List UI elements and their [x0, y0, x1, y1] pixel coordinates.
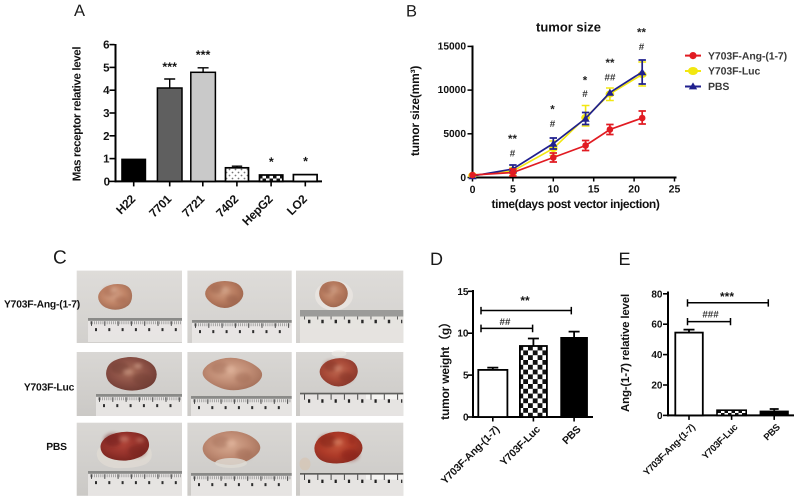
- svg-text:B: B: [406, 3, 417, 21]
- svg-text:**: **: [520, 294, 530, 308]
- svg-text:15: 15: [588, 184, 600, 196]
- svg-text:60: 60: [651, 320, 663, 331]
- svg-text:10000: 10000: [438, 85, 467, 96]
- svg-text:Y703F-Ang-(1-7): Y703F-Ang-(1-7): [708, 50, 787, 62]
- svg-text:10: 10: [547, 184, 559, 196]
- svg-text:PBS: PBS: [708, 81, 729, 93]
- svg-text:#: #: [550, 119, 556, 130]
- svg-text:20: 20: [651, 381, 663, 392]
- svg-text:*: *: [303, 155, 308, 169]
- svg-text:25: 25: [669, 184, 681, 196]
- svg-text:Ang-(1-7) relative level: Ang-(1-7) relative level: [620, 294, 632, 412]
- svg-text:Y703F-Luc: Y703F-Luc: [708, 66, 760, 78]
- svg-text:tumor weight（g）: tumor weight（g）: [438, 316, 452, 420]
- svg-text:Y703F-Ang-(1-7): Y703F-Ang-(1-7): [4, 300, 80, 311]
- svg-text:##: ##: [605, 73, 616, 84]
- svg-text:**: **: [637, 27, 646, 39]
- svg-text:*: *: [269, 155, 274, 169]
- svg-text:15: 15: [457, 287, 469, 298]
- svg-text:PBS: PBS: [46, 442, 67, 453]
- svg-text:15000: 15000: [438, 41, 467, 52]
- svg-text:**: **: [508, 134, 517, 146]
- svg-text:###: ###: [702, 310, 719, 321]
- svg-text:#: #: [639, 42, 645, 53]
- svg-text:#: #: [510, 149, 516, 160]
- svg-text:**: **: [606, 58, 615, 70]
- svg-text:Mas receptor relative level: Mas receptor relative level: [72, 47, 84, 182]
- svg-text:6: 6: [103, 40, 109, 52]
- svg-text:#: #: [582, 89, 588, 100]
- svg-text:*: *: [550, 104, 555, 116]
- svg-text:D: D: [430, 249, 443, 269]
- svg-text:Y703F-Luc: Y703F-Luc: [24, 383, 75, 394]
- svg-text:0: 0: [460, 173, 466, 184]
- svg-text:***: ***: [162, 60, 177, 74]
- svg-text:tumor size(mm³): tumor size(mm³): [408, 66, 422, 157]
- svg-text:0: 0: [657, 411, 663, 422]
- svg-text:10: 10: [457, 329, 469, 340]
- svg-text:4: 4: [103, 85, 110, 97]
- svg-text:20: 20: [628, 184, 640, 196]
- svg-text:5: 5: [463, 371, 469, 382]
- svg-text:0: 0: [470, 184, 476, 196]
- svg-text:0: 0: [104, 176, 110, 188]
- svg-text:A: A: [74, 2, 85, 20]
- svg-text:C: C: [53, 248, 67, 269]
- svg-text:3: 3: [103, 108, 109, 120]
- svg-text:40: 40: [651, 350, 663, 361]
- svg-text:##: ##: [500, 317, 511, 328]
- svg-text:5: 5: [103, 62, 110, 74]
- svg-text:*: *: [583, 75, 588, 87]
- svg-text:E: E: [619, 249, 631, 269]
- svg-text:80: 80: [651, 289, 663, 300]
- svg-text:0: 0: [463, 413, 469, 424]
- svg-text:time(days post vector injectio: time(days post vector injection): [492, 197, 660, 211]
- svg-text:1: 1: [103, 154, 110, 166]
- svg-text:***: ***: [720, 290, 734, 304]
- svg-text:5: 5: [510, 184, 516, 196]
- svg-text:2: 2: [103, 131, 109, 143]
- svg-text:***: ***: [196, 48, 211, 62]
- svg-text:tumor size: tumor size: [536, 20, 601, 35]
- svg-text:5000: 5000: [443, 129, 466, 140]
